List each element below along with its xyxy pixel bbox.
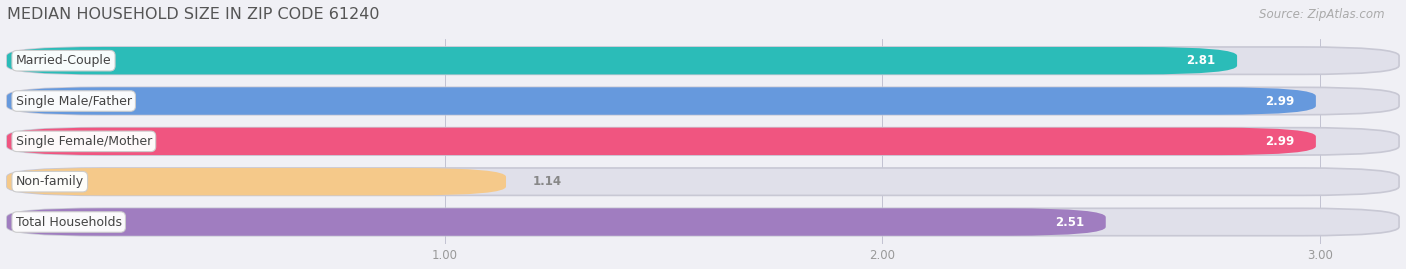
Text: Non-family: Non-family: [15, 175, 84, 188]
Text: Single Female/Mother: Single Female/Mother: [15, 135, 152, 148]
FancyBboxPatch shape: [7, 87, 1399, 115]
Text: MEDIAN HOUSEHOLD SIZE IN ZIP CODE 61240: MEDIAN HOUSEHOLD SIZE IN ZIP CODE 61240: [7, 7, 380, 22]
Text: Source: ZipAtlas.com: Source: ZipAtlas.com: [1260, 8, 1385, 21]
FancyBboxPatch shape: [7, 168, 1399, 195]
FancyBboxPatch shape: [7, 208, 1105, 236]
Text: 2.99: 2.99: [1265, 94, 1294, 108]
Text: 2.51: 2.51: [1054, 215, 1084, 228]
FancyBboxPatch shape: [7, 128, 1316, 155]
FancyBboxPatch shape: [7, 47, 1399, 75]
Text: 2.99: 2.99: [1265, 135, 1294, 148]
FancyBboxPatch shape: [7, 168, 506, 195]
FancyBboxPatch shape: [7, 47, 1237, 75]
FancyBboxPatch shape: [7, 208, 1399, 236]
FancyBboxPatch shape: [7, 87, 1316, 115]
Text: Married-Couple: Married-Couple: [15, 54, 111, 67]
Text: 1.14: 1.14: [533, 175, 561, 188]
FancyBboxPatch shape: [7, 128, 1399, 155]
Text: Single Male/Father: Single Male/Father: [15, 94, 132, 108]
Text: Total Households: Total Households: [15, 215, 122, 228]
Text: 2.81: 2.81: [1187, 54, 1215, 67]
